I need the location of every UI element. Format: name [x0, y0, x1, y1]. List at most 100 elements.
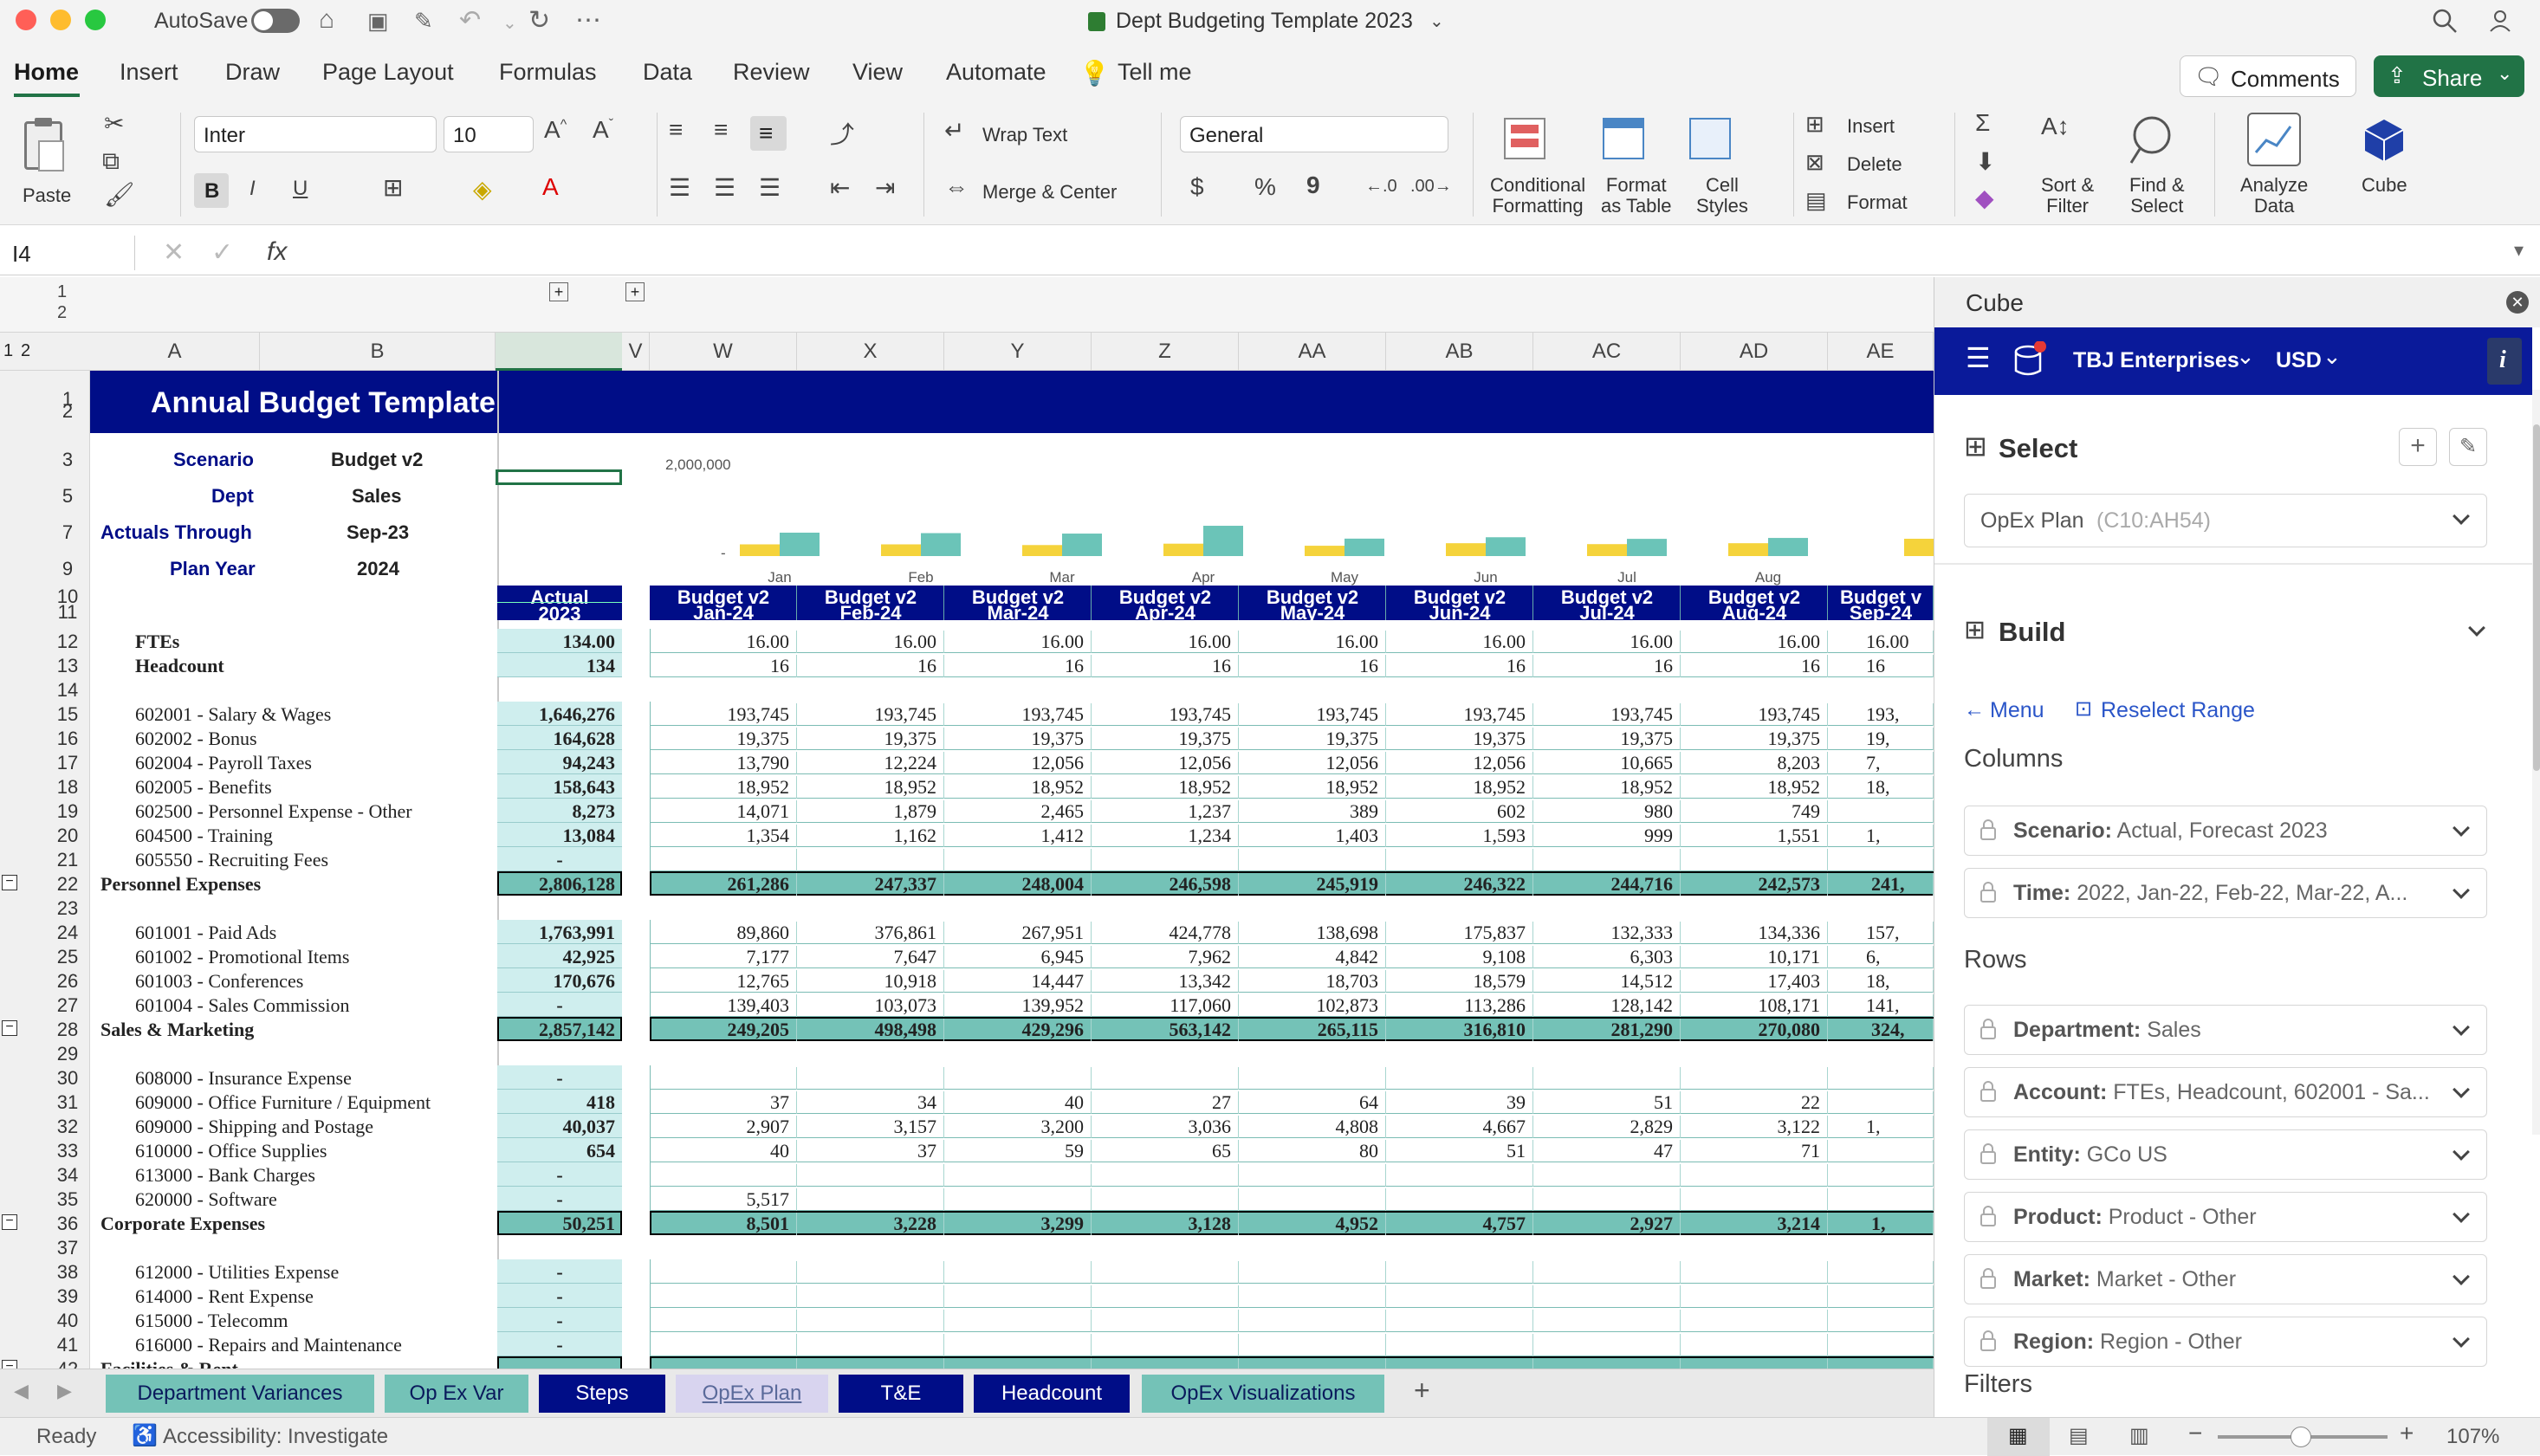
budget-value[interactable]: 102,873	[1239, 994, 1386, 1017]
budget-value[interactable]: 3,299	[944, 1213, 1092, 1235]
font-color-icon[interactable]: A	[542, 173, 559, 200]
redo-icon[interactable]: ↻	[528, 6, 551, 35]
budget-value[interactable]: 80	[1239, 1140, 1386, 1162]
budget-value[interactable]: 19,375	[1681, 728, 1828, 750]
budget-value[interactable]	[1239, 1261, 1386, 1284]
expand-column-group-button[interactable]: +	[625, 282, 645, 301]
build-collapse-chevron-icon[interactable]	[2468, 619, 2485, 637]
budget-value[interactable]: 18,952	[650, 776, 797, 799]
budget-value[interactable]	[1239, 1188, 1386, 1211]
zoom-in-button[interactable]: +	[2400, 1420, 2414, 1446]
align-right-icon[interactable]: ☰	[759, 174, 781, 201]
budget-value[interactable]: 51	[1386, 1140, 1533, 1162]
budget-value[interactable]: 246,322	[1386, 873, 1533, 896]
tab-automate[interactable]: Automate	[946, 59, 1046, 85]
menu-link[interactable]: Menu	[1990, 698, 2044, 722]
actual-value[interactable]: 1,763,991	[539, 922, 615, 943]
budget-value[interactable]: 247,337	[797, 873, 944, 896]
increase-decimal-icon[interactable]: ←.0	[1365, 177, 1397, 196]
budget-value[interactable]: 40	[944, 1091, 1092, 1114]
budget-value[interactable]	[797, 1310, 944, 1332]
budget-value[interactable]: 242,573	[1681, 873, 1828, 896]
actual-value[interactable]: 2,857,142	[539, 1019, 615, 1040]
account-label[interactable]: FTEs	[135, 631, 180, 652]
budget-value[interactable]: 1,593	[1386, 825, 1533, 847]
budget-value[interactable]: 18,952	[1386, 776, 1533, 799]
share-button[interactable]: ⇪ Share ⌄	[2374, 55, 2524, 97]
row-number[interactable]: 17	[56, 752, 79, 773]
formula-input[interactable]	[312, 234, 2512, 272]
actual-value[interactable]: -	[497, 1358, 622, 1369]
account-label[interactable]: 613000 - Bank Charges	[135, 1164, 315, 1186]
budget-value[interactable]: 16	[1828, 655, 1934, 677]
lock-icon[interactable]	[1980, 1206, 1996, 1226]
row-number[interactable]: 38	[56, 1261, 79, 1283]
name-box[interactable]: I4	[5, 236, 135, 270]
budget-chart[interactable]: 2,000,000 - Jan Feb Mar Apr May Jun Jul Aug	[650, 450, 1934, 589]
currency-chevron-icon[interactable]: ⌄	[2323, 343, 2342, 369]
budget-value[interactable]	[1239, 1310, 1386, 1332]
row-number[interactable]: 9	[62, 558, 74, 579]
chart-bar[interactable]	[1203, 526, 1243, 556]
decrease-font-icon[interactable]: Aˇ	[593, 116, 614, 143]
comments-button[interactable]: 🗨 Comments	[2180, 55, 2356, 97]
row-number[interactable]: 32	[56, 1116, 79, 1137]
budget-value[interactable]: 157,	[1828, 922, 1934, 944]
budget-value[interactable]: 138,698	[1239, 922, 1386, 944]
dept-value[interactable]: Sales	[352, 485, 402, 507]
chart-bar[interactable]	[881, 544, 921, 556]
budget-value[interactable]: 18,952	[1681, 776, 1828, 799]
budget-value[interactable]	[1533, 849, 1681, 871]
budget-value[interactable]	[1681, 1334, 1828, 1356]
format-painter-icon[interactable]: 🖌	[104, 181, 135, 208]
actual-value[interactable]: 8,273	[572, 800, 616, 822]
find-select-icon[interactable]	[2129, 114, 2176, 166]
subtotal-label[interactable]: Sales & Marketing	[100, 1019, 255, 1040]
copy-icon[interactable]: ⧉	[102, 147, 120, 174]
budget-value[interactable]: 261,286	[650, 873, 797, 896]
comma-style-button[interactable]: 9	[1306, 171, 1320, 198]
budget-value[interactable]: 71	[1681, 1140, 1828, 1162]
company-select[interactable]: TBJ Enterprises	[2073, 348, 2239, 372]
budget-value[interactable]	[944, 1285, 1092, 1308]
row-number[interactable]: 24	[56, 922, 79, 943]
budget-value[interactable]: 265,115	[1239, 1019, 1386, 1041]
budget-value[interactable]: 18,	[1828, 970, 1934, 993]
budget-value[interactable]: 16.00	[1092, 631, 1239, 653]
budget-value[interactable]	[944, 1310, 1092, 1332]
scroll-tabs-right-icon[interactable]: ▶	[57, 1380, 72, 1401]
delete-cells-button[interactable]: Delete	[1847, 153, 1902, 175]
budget-value[interactable]: 193,745	[1239, 703, 1386, 726]
budget-value[interactable]	[797, 1334, 944, 1356]
budget-value[interactable]: 1,	[1828, 1213, 1934, 1235]
increase-font-icon[interactable]: A^	[544, 116, 567, 143]
align-bottom-button[interactable]: ≡	[750, 116, 787, 151]
budget-value[interactable]	[1239, 1164, 1386, 1187]
budget-value[interactable]: 16	[1681, 655, 1828, 677]
budget-value[interactable]: 19,375	[1533, 728, 1681, 750]
lock-icon[interactable]	[1980, 1268, 1996, 1289]
hamburger-menu-icon[interactable]: ☰	[1966, 342, 1991, 373]
search-icon[interactable]	[2431, 7, 2459, 35]
budget-value[interactable]: 1,237	[1092, 800, 1239, 823]
subtotal-label[interactable]: Corporate Expenses	[100, 1213, 266, 1234]
lock-icon[interactable]	[1980, 882, 1996, 903]
account-label[interactable]: 609000 - Office Furniture / Equipment	[135, 1091, 431, 1113]
chart-bar[interactable]	[1022, 545, 1062, 556]
column-header[interactable]: AB	[1386, 333, 1533, 371]
budget-value[interactable]: 389	[1239, 800, 1386, 823]
budget-value[interactable]: 128,142	[1533, 994, 1681, 1017]
budget-value[interactable]: 246,598	[1092, 873, 1239, 896]
budget-value[interactable]: -	[1092, 1358, 1239, 1369]
chart-bar[interactable]	[780, 532, 820, 556]
budget-value[interactable]: 429,296	[944, 1019, 1092, 1041]
budget-value[interactable]: 2,465	[944, 800, 1092, 823]
budget-value[interactable]: 16.00	[1828, 631, 1934, 653]
budget-value[interactable]	[650, 1285, 797, 1308]
account-label[interactable]: 614000 - Rent Expense	[135, 1285, 314, 1307]
budget-value[interactable]: 14,071	[650, 800, 797, 823]
column-header[interactable]: Y	[944, 333, 1092, 371]
font-size-select[interactable]: 10	[444, 116, 534, 152]
row-number[interactable]: 42	[45, 1358, 90, 1369]
undo-icon[interactable]: ↶	[459, 6, 482, 35]
